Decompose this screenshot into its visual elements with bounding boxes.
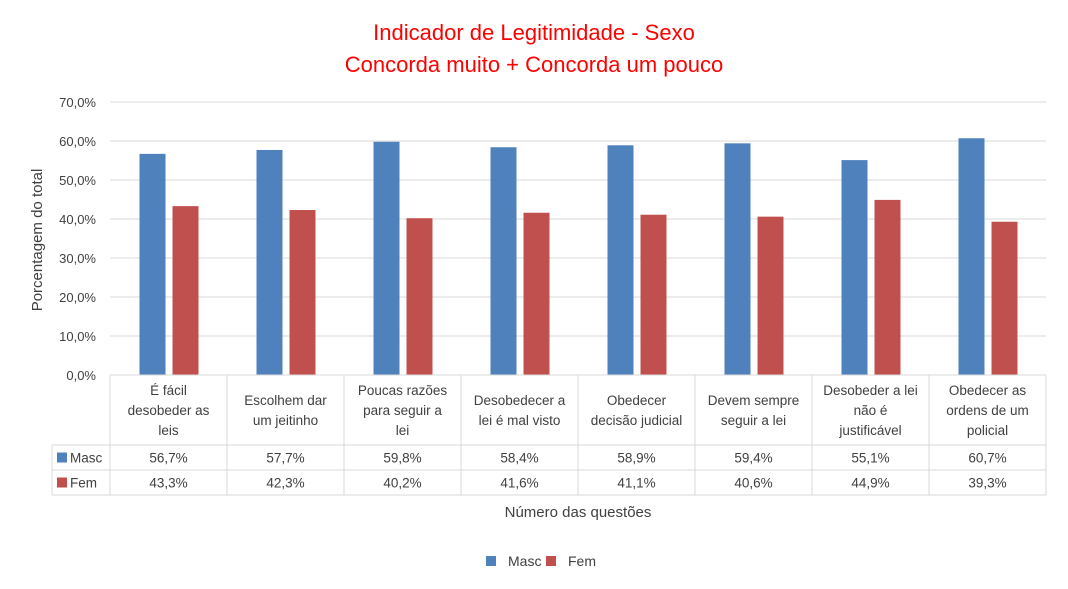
category-label: Desobeder a lei não é justificável: [823, 383, 918, 438]
category-label: Devem sempre seguir a lei: [708, 393, 800, 428]
table-legend-key-masc: [57, 452, 67, 463]
data-label: 42,3%: [266, 476, 304, 491]
y-axis-ticks: 0,0% 10,0% 20,0% 30,0% 40,0% 50,0% 60,0% 70,0%: [59, 95, 96, 383]
data-label: 39,3%: [968, 476, 1006, 491]
bar-masc: [724, 143, 751, 375]
category-label: Obedecer decisão judicial: [591, 393, 683, 428]
bar-fem: [991, 221, 1018, 375]
bar-fem: [874, 199, 901, 375]
category-label: Desobedecer a lei é mal visto: [474, 393, 566, 428]
legend-label: Masc: [508, 553, 541, 569]
y-axis-label: Porcentagem do total: [29, 169, 46, 312]
y-tick-label: 10,0%: [59, 329, 96, 344]
bar-masc: [490, 147, 517, 375]
data-label: 40,6%: [734, 476, 772, 491]
bar-fem: [406, 218, 433, 375]
data-label: 56,7%: [149, 451, 187, 466]
bar-fem: [289, 210, 316, 375]
data-table: É fácil desobeder as leis Escolhem dar um je…: [51, 374, 1047, 496]
table-series-name: Fem: [70, 476, 97, 491]
category-label: Escolhem dar um jeitinho: [244, 393, 327, 428]
data-label: 43,3%: [149, 476, 187, 491]
bar-masc: [841, 160, 868, 375]
bar-masc: [607, 145, 634, 375]
gridlines: [110, 101, 1046, 376]
y-tick-label: 70,0%: [59, 95, 96, 110]
y-tick-label: 60,0%: [59, 134, 96, 149]
y-tick-label: 50,0%: [59, 173, 96, 188]
y-tick-label: 40,0%: [59, 212, 96, 227]
y-tick-label: 0,0%: [66, 368, 96, 383]
category-label: Obedecer as ordens de um policial: [946, 383, 1029, 438]
data-label: 59,4%: [734, 451, 772, 466]
chart-title-line-2: Concorda muito + Concorda um pouco: [345, 52, 724, 77]
table-legend-key-fem: [57, 477, 67, 488]
bar-fem: [640, 214, 667, 375]
data-label: 40,2%: [383, 476, 421, 491]
bar-fem: [172, 206, 199, 375]
bar-fem: [523, 212, 550, 375]
data-label: 58,9%: [617, 451, 655, 466]
data-label: 41,6%: [500, 476, 538, 491]
legend-key-fem: [546, 556, 556, 566]
bar-fem: [757, 216, 784, 375]
data-label: 59,8%: [383, 451, 421, 466]
legend-key-masc: [486, 556, 496, 566]
y-tick-label: 30,0%: [59, 251, 96, 266]
data-label: 60,7%: [968, 451, 1006, 466]
table-series-name: Masc: [70, 451, 103, 466]
legend-label: Fem: [568, 553, 596, 569]
bar-masc: [139, 153, 166, 375]
y-tick-label: 20,0%: [59, 290, 96, 305]
category-label: Poucas razões para seguir a lei: [358, 383, 448, 438]
data-label: 41,1%: [617, 476, 655, 491]
legend: Masc Fem: [486, 553, 596, 569]
data-label: 55,1%: [851, 451, 889, 466]
bar-masc: [256, 149, 283, 375]
bar-masc: [958, 138, 985, 375]
data-label: 44,9%: [851, 476, 889, 491]
category-label: É fácil desobeder as leis: [128, 383, 210, 438]
data-label: 57,7%: [266, 451, 304, 466]
data-label: 58,4%: [500, 451, 538, 466]
bars: [139, 138, 1018, 375]
bar-masc: [373, 141, 400, 375]
x-axis-label: Número das questões: [505, 504, 652, 521]
chart-title-line-1: Indicador de Legitimidade - Sexo: [373, 20, 695, 45]
